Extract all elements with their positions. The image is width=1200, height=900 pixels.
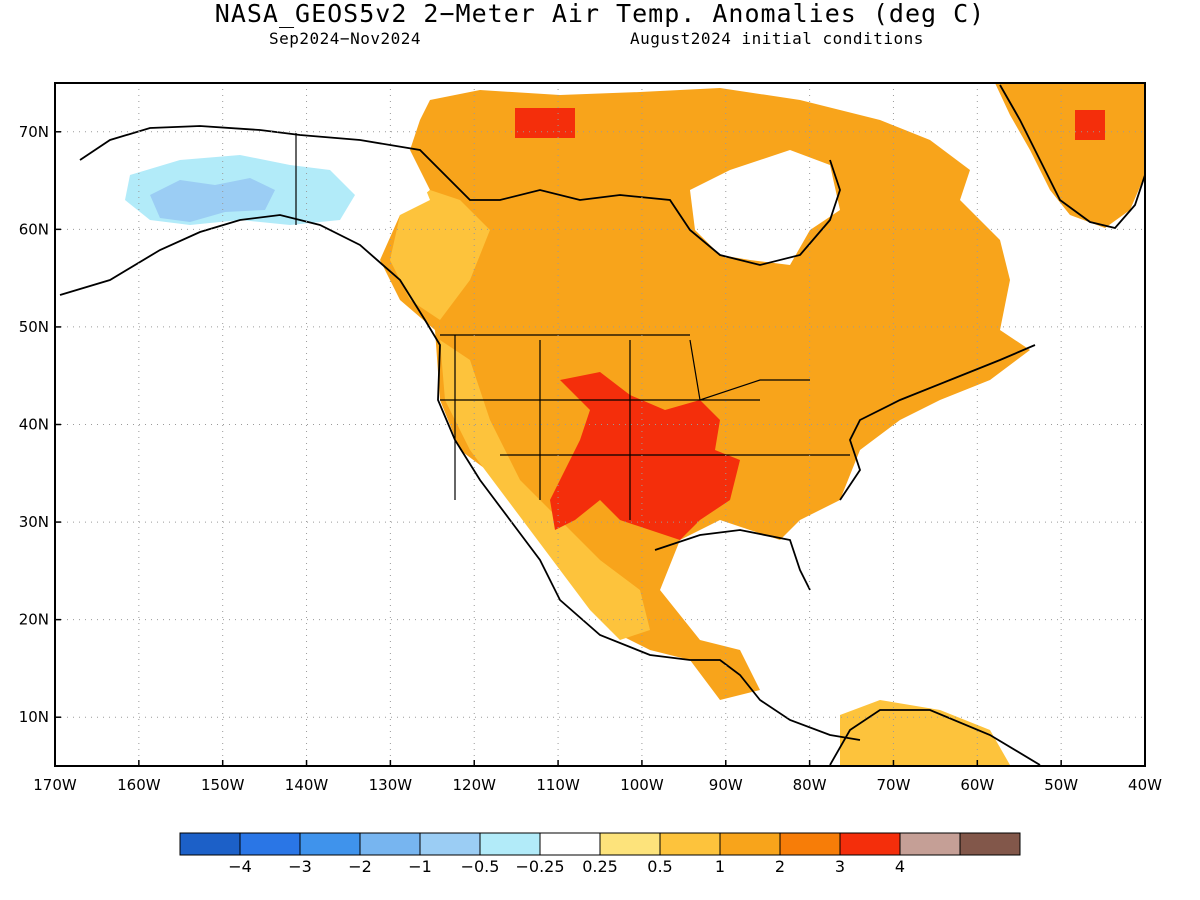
- colorbar-swatch: [179, 832, 241, 856]
- colorbar-label: 1: [715, 857, 725, 876]
- lon-tick-label: 170W: [33, 776, 77, 794]
- longitude-axis: 170W 160W 150W 140W 130W 120W 110W 100W 90W 80W 70…: [33, 760, 1162, 794]
- colorbar-label: 2: [775, 857, 785, 876]
- anomaly-region-0.5-1: [390, 190, 490, 320]
- anomaly-region-2-3: [1075, 110, 1105, 140]
- lon-tick-label: 140W: [285, 776, 329, 794]
- colorbar: −4 −3 −2 −1 −0.5 −0.25 0.25 0.5 1 2 3 4: [179, 832, 1021, 876]
- lat-tick-label: 70N: [19, 123, 49, 141]
- latitude-axis: 10N 20N 30N 40N 50N 60N 70N: [19, 123, 61, 726]
- colorbar-swatch: [719, 832, 781, 856]
- coastline-greenland: [999, 84, 1146, 230]
- colorbar-swatch: [899, 832, 961, 856]
- colorbar-swatch: [539, 832, 601, 856]
- initial-conditions: August2024 initial conditions: [630, 29, 924, 48]
- colorbar-swatch: [359, 832, 421, 856]
- colorbar-swatch: [839, 832, 901, 856]
- coastline: [79, 125, 841, 266]
- lon-tick-label: 130W: [369, 776, 413, 794]
- colorbar-label: −3: [288, 857, 312, 876]
- lat-tick-label: 30N: [19, 513, 49, 531]
- colorbar-label: 0.5: [647, 857, 672, 876]
- colorbar-label: 0.25: [582, 857, 618, 876]
- coastline-layer: [59, 84, 1146, 766]
- anomaly-region-2-3: [515, 108, 575, 138]
- colorbar-swatch: [299, 832, 361, 856]
- anomaly-fill-layer: [80, 83, 1145, 765]
- hudson-bay: [690, 150, 840, 265]
- lon-tick-label: 70W: [877, 776, 911, 794]
- lon-tick-label: 50W: [1044, 776, 1078, 794]
- lat-tick-label: 60N: [19, 220, 49, 238]
- lon-tick-label: 40W: [1128, 776, 1162, 794]
- coastline: [654, 529, 811, 591]
- lon-tick-label: 60W: [960, 776, 994, 794]
- state-border: [440, 334, 850, 520]
- lon-tick-label: 150W: [201, 776, 245, 794]
- lat-tick-label: 20N: [19, 611, 49, 629]
- colorbar-swatch: [959, 832, 1021, 856]
- anomaly-region-0.5-1: [440, 340, 650, 640]
- colorbar-label: −1: [408, 857, 432, 876]
- lat-tick-label: 50N: [19, 318, 49, 336]
- chart-title: NASA_GEOS5v2 2−Meter Air Temp. Anomalies…: [214, 0, 986, 28]
- colorbar-label: −0.25: [515, 857, 564, 876]
- colorbar-swatch: [599, 832, 661, 856]
- anomaly-region-2-3: [550, 372, 740, 540]
- colorbar-swatch: [419, 832, 481, 856]
- colorbar-label: −0.5: [461, 857, 500, 876]
- coastline: [59, 214, 861, 741]
- lon-tick-label: 100W: [620, 776, 664, 794]
- colorbar-label: 4: [895, 857, 905, 876]
- anomaly-region-cool-alaska: [150, 178, 275, 222]
- lon-tick-label: 80W: [793, 776, 827, 794]
- lat-tick-label: 10N: [19, 708, 49, 726]
- anomaly-region-0.5-1: [840, 700, 1010, 765]
- lon-tick-label: 90W: [709, 776, 743, 794]
- anomaly-region-1-2: [380, 88, 1030, 700]
- colorbar-label: −4: [228, 857, 252, 876]
- coastline: [839, 344, 1036, 501]
- colorbar-swatch: [779, 832, 841, 856]
- lon-tick-label: 160W: [117, 776, 161, 794]
- lon-tick-label: 110W: [536, 776, 580, 794]
- colorbar-swatch: [239, 832, 301, 856]
- colorbar-label: −2: [348, 857, 372, 876]
- lon-tick-label: 120W: [452, 776, 496, 794]
- coastline-south-america: [829, 709, 1041, 766]
- colorbar-label: 3: [835, 857, 845, 876]
- lat-tick-label: 40N: [19, 416, 49, 434]
- anomaly-region-greenland: [995, 83, 1145, 228]
- colorbar-swatch: [659, 832, 721, 856]
- forecast-period: Sep2024−Nov2024: [269, 29, 421, 48]
- colorbar-swatch: [479, 832, 541, 856]
